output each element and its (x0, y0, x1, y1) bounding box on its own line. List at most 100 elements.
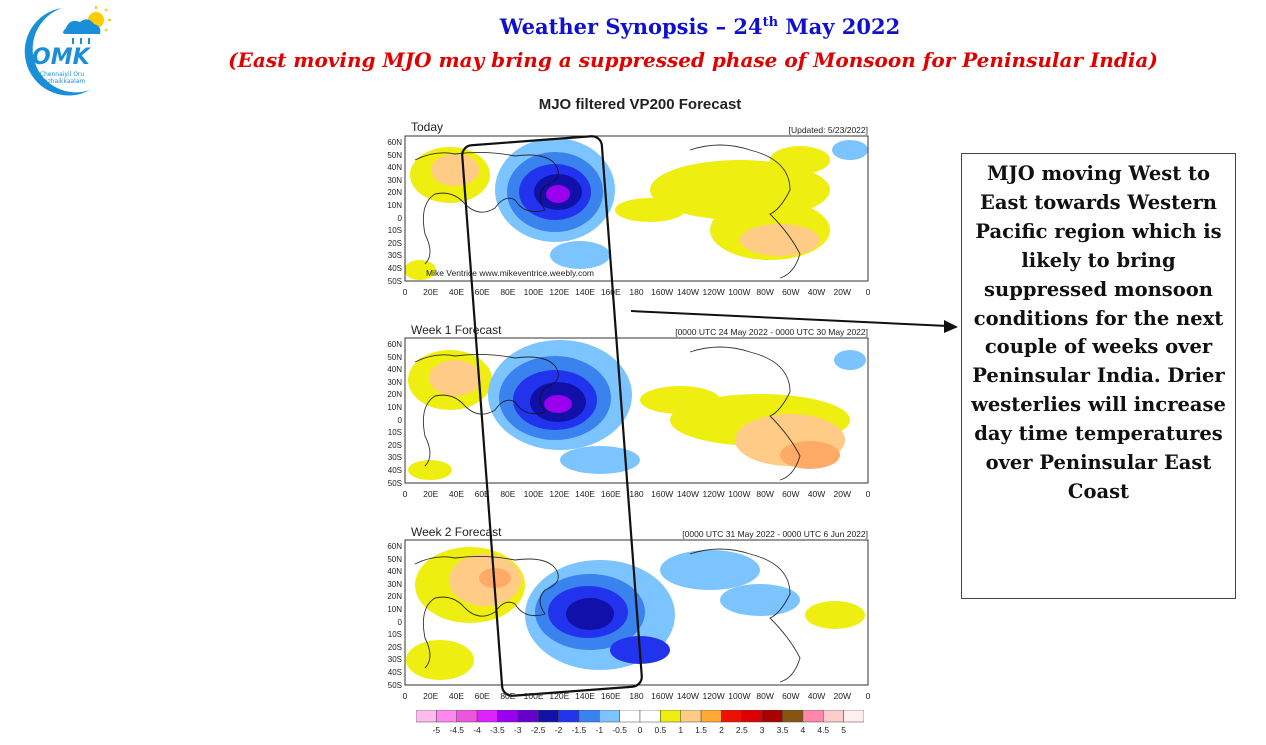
page-title: Weather Synopsis – 24th May 2022 (499, 14, 901, 39)
lon-label: 120E (549, 287, 570, 297)
lat-label: 50S (387, 276, 402, 286)
colorbar-tick-label: 5 (841, 725, 846, 735)
lon-label: 0 (865, 489, 871, 499)
lon-label: 140E (575, 489, 595, 499)
lat-label: 20S (387, 642, 402, 652)
colorbar-tick-label: 0 (637, 725, 643, 735)
lon-label: 160E (600, 287, 621, 297)
lon-label: 60W (782, 691, 800, 701)
lat-label: 40S (387, 668, 402, 677)
lat-label: 50N (387, 150, 402, 160)
lon-label: 80W (756, 489, 774, 499)
colorbar-swatch (700, 710, 722, 723)
colorbar-tick-label: -0.5 (612, 725, 627, 735)
lat-label: 40N (387, 567, 402, 577)
lon-label: 60E (474, 691, 490, 701)
colorbar-swatch (476, 710, 498, 723)
colorbar-swatch (823, 710, 844, 723)
map-week2 (405, 540, 868, 685)
lat-label: 10S (387, 428, 402, 438)
lon-label: 0 (865, 691, 871, 701)
colorbar-swatch (517, 710, 539, 723)
lon-label: 160E (600, 691, 621, 701)
colorbar-swatch (639, 710, 661, 723)
colorbar-tick-label: -5 (432, 725, 441, 735)
lon-label: 140E (575, 691, 595, 701)
lon-label: 80E (500, 489, 516, 499)
svg-text:OMK: OMK (32, 45, 92, 70)
colorbar-swatch (843, 710, 864, 723)
colorbar-tick-label: 1.5 (695, 725, 707, 735)
lon-label: 20W (833, 691, 851, 701)
colorbar-tick-label: -3.5 (490, 725, 505, 735)
lon-label: 0 (865, 287, 871, 297)
lon-label: 100W (728, 691, 751, 701)
colorbar-tick-label: 3 (759, 725, 765, 735)
lon-label: 120E (549, 489, 570, 499)
lon-label: 180 (629, 691, 644, 701)
lat-label: 30S (387, 251, 402, 261)
colorbar-tick-label: -3 (514, 725, 522, 735)
colorbar-swatch (558, 710, 580, 723)
arrow-head (944, 320, 958, 333)
colorbar-swatch (578, 710, 600, 723)
lon-label: 20E (423, 489, 439, 499)
figure-title: MJO filtered VP200 Forecast (538, 96, 742, 113)
lon-label: 60W (782, 489, 800, 499)
lat-label: 30N (387, 579, 402, 589)
lon-label: 0 (402, 287, 408, 297)
coastlines (414, 144, 801, 683)
lon-label: 20W (833, 287, 851, 297)
lat-label: 60N (387, 340, 402, 349)
lon-label: 100W (728, 489, 751, 499)
map-week1 (405, 338, 868, 483)
lon-label: 100E (523, 287, 544, 297)
lat-label: 60N (387, 138, 402, 147)
colorbar-swatch (416, 710, 437, 723)
lon-label: 20W (833, 489, 851, 499)
colorbar-tick-label: -4.5 (449, 725, 465, 735)
colorbar-swatch (497, 710, 519, 723)
colorbar-swatch (741, 710, 763, 723)
lat-label: 10S (387, 630, 402, 640)
lat-label: 30S (387, 453, 402, 463)
omk-logo: OMK Chennaiyil Oru Mazhaikkaalam (24, 6, 111, 96)
colorbar-tick-label: 3.5 (776, 725, 789, 735)
colorbar-tick-label: 4 (800, 725, 806, 735)
lon-label: 140W (676, 287, 700, 297)
colorbar-tick-label: 2 (719, 725, 724, 735)
panel-label-week1: Week 1 Forecast (411, 323, 502, 337)
colorbar-tick-label: -1 (595, 725, 604, 735)
colorbar-tick-label: -2 (554, 725, 563, 735)
lon-label: 160W (651, 691, 674, 701)
colorbar-tick-label: -1.5 (571, 725, 587, 735)
lat-label: 30N (387, 175, 402, 185)
lon-label: 180 (629, 287, 644, 297)
lon-label: 20E (423, 691, 439, 701)
lat-label: 50N (387, 554, 402, 564)
lon-label: 40E (448, 489, 464, 499)
lon-label: 0 (402, 489, 408, 499)
panel-meta-week2: [0000 UTC 31 May 2022 - 0000 UTC 6 Jun 2… (682, 529, 868, 539)
lon-label: 60E (474, 287, 490, 297)
lon-label: 120W (702, 691, 725, 701)
lat-label: 30S (387, 655, 402, 665)
lat-label: 40S (387, 466, 402, 475)
colorbar-tick-label: 1 (678, 725, 684, 735)
colorbar-tick-label: -2.5 (530, 725, 546, 735)
panel-label-week2: Week 2 Forecast (411, 525, 502, 539)
lat-label: 0 (397, 213, 402, 223)
lon-label: 140E (575, 287, 595, 297)
lat-label: 20N (387, 390, 402, 400)
map-today (405, 136, 868, 281)
lat-label: 20S (387, 238, 402, 248)
panel-label-today: Today (411, 120, 444, 134)
lat-label: 20N (387, 592, 402, 602)
lat-label: 10N (387, 605, 402, 614)
lon-label: 60E (474, 489, 490, 499)
colorbar-tick-label: 4.5 (817, 725, 830, 735)
mjo-highlight-box (461, 135, 643, 697)
frame-week1 (404, 337, 869, 484)
lon-label: 80E (500, 287, 516, 297)
lat-label: 10N (387, 201, 402, 210)
